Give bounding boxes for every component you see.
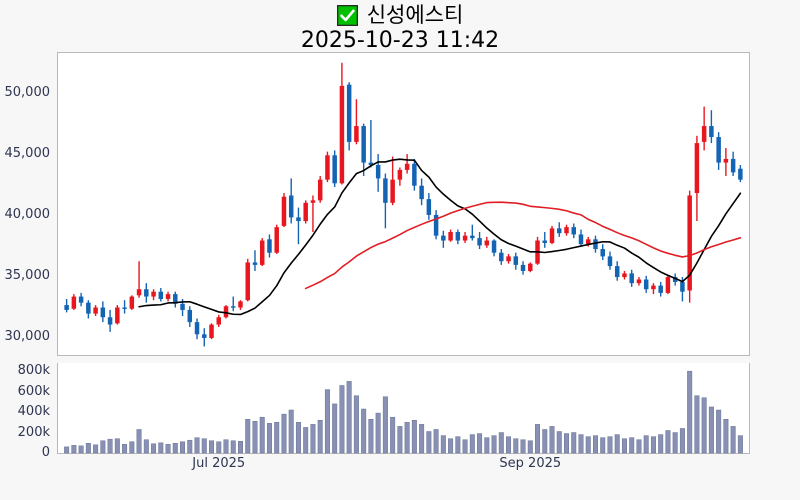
volume-bars-layer <box>64 370 743 454</box>
page-title: 신성에스티 <box>366 2 464 27</box>
price-y-tick: 40,000 <box>4 206 51 222</box>
checked-green-checkbox-icon[interactable] <box>336 4 358 26</box>
volume-y-tick: 200k <box>17 424 50 440</box>
volume-y-tick: 0 <box>41 445 50 460</box>
price-panel[interactable] <box>57 52 750 356</box>
volume-y-tick: 600k <box>17 383 50 399</box>
volume-y-tick: 800k <box>17 363 50 379</box>
price-y-tick: 35,000 <box>4 267 51 283</box>
x-axis-tick: Jul 2025 <box>192 456 246 471</box>
volume-y-tick: 400k <box>17 404 50 420</box>
price-y-tick: 50,000 <box>4 85 51 101</box>
chart-title-row: 신성에스티 <box>0 2 800 28</box>
price-y-tick: 30,000 <box>4 328 51 344</box>
volume-panel[interactable] <box>57 363 750 454</box>
chart-timestamp: 2025-10-23 11:42 <box>300 28 500 53</box>
x-axis-tick: Sep 2025 <box>499 456 562 471</box>
price-candles-layer <box>64 62 743 347</box>
price-y-tick: 45,000 <box>4 146 51 162</box>
